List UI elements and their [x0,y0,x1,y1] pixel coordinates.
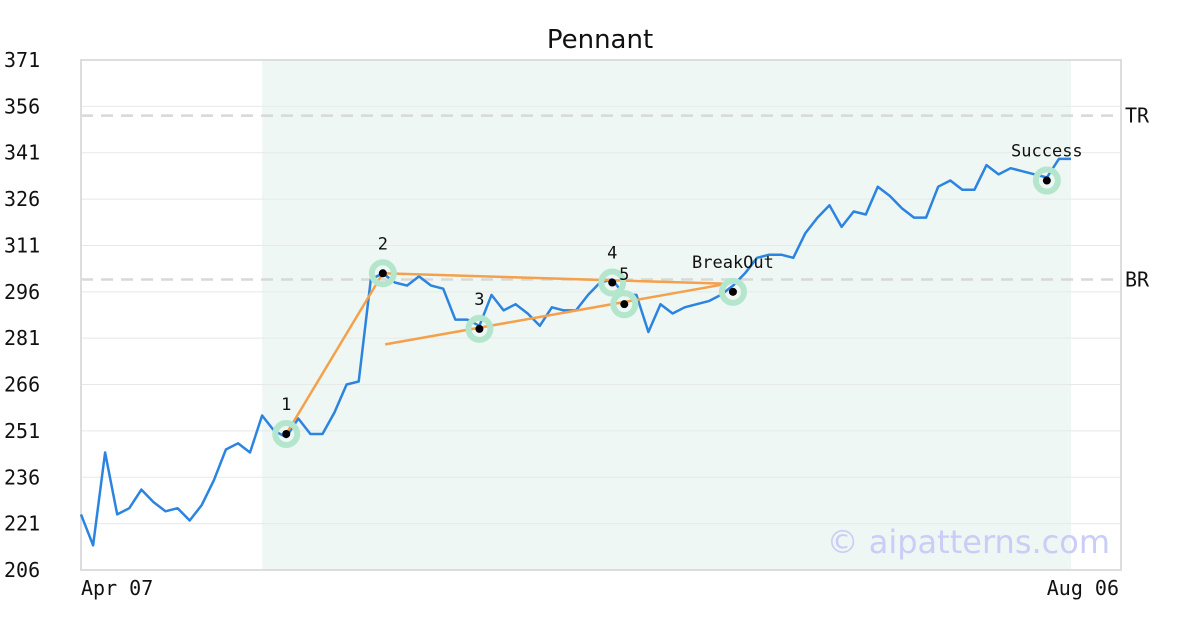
point-marker-2 [378,269,387,278]
point-marker-success [1042,176,1051,185]
point-marker-breakout [728,287,737,296]
y-tick-label: 341 [4,141,40,165]
y-tick-label: 326 [4,187,40,211]
level-label-tr: TR [1125,104,1150,128]
y-tick-label: 296 [4,280,40,304]
x-tick-label: Apr 07 [81,576,153,600]
point-halo-5 [610,290,639,319]
y-tick-label: 266 [4,373,40,397]
point-marker-1 [282,430,291,438]
level-label-br: BR [1125,267,1150,291]
point-marker-4 [608,278,617,287]
point-halo-3 [465,314,494,343]
pennant-line-2 [384,282,728,346]
point-marker-3 [475,324,484,333]
point-halo-4 [598,268,627,297]
point-halo-success [1032,166,1061,195]
point-halo-2 [368,259,397,288]
point-label-3: 3 [474,290,484,310]
y-tick-label: 206 [4,558,40,582]
y-tick-label: 356 [4,94,40,118]
y-tick-label: 281 [4,326,40,350]
x-tick-label: Aug 06 [1047,576,1119,600]
point-label-5: 5 [619,265,629,285]
point-label-2: 2 [378,234,388,254]
pattern-range-highlight [262,60,1072,570]
point-halo-1 [272,420,301,448]
plot-frame [80,59,1122,571]
y-tick-label: 221 [4,512,40,536]
y-tick-label: 311 [4,233,40,257]
y-tick-label: 371 [4,48,40,72]
point-marker-5 [620,300,629,309]
y-tick-label: 251 [4,419,40,443]
point-label-success: Success [1011,142,1083,162]
point-label-4: 4 [607,244,617,264]
point-label-1: 1 [281,395,291,415]
chart-title: Pennant [547,25,653,55]
y-tick-label: 236 [4,465,40,489]
point-halo-breakout [718,277,747,306]
watermark: © aipatterns.com [827,523,1110,561]
point-label-breakout: BreakOut [692,253,774,273]
